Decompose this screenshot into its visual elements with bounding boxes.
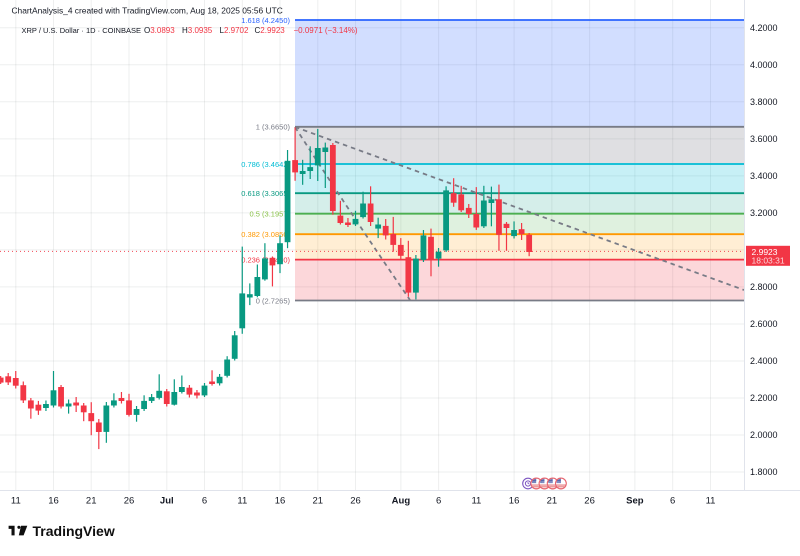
- svg-text:L2.9702: L2.9702: [220, 26, 249, 35]
- svg-text:3.4000: 3.4000: [750, 171, 778, 181]
- svg-text:XRP / U.S. Dollar · 1D · COINB: XRP / U.S. Dollar · 1D · COINBASE: [22, 26, 141, 35]
- svg-text:11: 11: [11, 496, 21, 507]
- svg-text:2.8000: 2.8000: [750, 282, 778, 292]
- svg-text:16: 16: [509, 496, 520, 507]
- svg-text:Aug: Aug: [392, 496, 411, 507]
- svg-text:18:03:31: 18:03:31: [752, 256, 785, 266]
- svg-text:4.0000: 4.0000: [750, 60, 778, 70]
- svg-text:H3.0935: H3.0935: [182, 26, 213, 35]
- svg-text:6: 6: [670, 496, 675, 507]
- svg-text:3.6000: 3.6000: [750, 134, 778, 144]
- svg-text:0 (2.7265): 0 (2.7265): [256, 296, 291, 305]
- svg-text:16: 16: [275, 496, 286, 507]
- svg-text:2.9923: 2.9923: [752, 247, 778, 257]
- svg-text:26: 26: [124, 496, 135, 507]
- svg-text:O3.0893: O3.0893: [144, 26, 175, 35]
- svg-text:0.382 (3.0850): 0.382 (3.0850): [241, 230, 290, 239]
- svg-text:1.618 (4.2450): 1.618 (4.2450): [241, 16, 290, 25]
- svg-text:21: 21: [547, 496, 558, 507]
- svg-text:26: 26: [350, 496, 361, 507]
- svg-text:3.8000: 3.8000: [750, 97, 778, 107]
- svg-text:11: 11: [706, 496, 716, 507]
- svg-text:6: 6: [202, 496, 207, 507]
- svg-text:2.6000: 2.6000: [750, 319, 778, 329]
- svg-text:21: 21: [313, 496, 324, 507]
- svg-text:3.2000: 3.2000: [750, 208, 778, 218]
- svg-text:2.2000: 2.2000: [750, 393, 778, 403]
- svg-text:C2.9923: C2.9923: [255, 26, 286, 35]
- svg-text:0.618 (3.3065): 0.618 (3.3065): [241, 189, 290, 198]
- svg-text:Sep: Sep: [626, 496, 644, 507]
- svg-text:−0.0971 (−3.14%): −0.0971 (−3.14%): [294, 26, 358, 35]
- svg-text:11: 11: [471, 496, 481, 507]
- svg-text:0.786 (3.4642): 0.786 (3.4642): [241, 160, 290, 169]
- svg-text:26: 26: [584, 496, 595, 507]
- svg-text:2.4000: 2.4000: [750, 356, 778, 366]
- svg-text:4.2000: 4.2000: [750, 23, 778, 33]
- svg-text:1 (3.6650): 1 (3.6650): [256, 123, 291, 132]
- svg-text:Jul: Jul: [160, 496, 174, 507]
- svg-text:TradingView: TradingView: [33, 523, 115, 539]
- svg-text:ChartAnalysis_4 created with T: ChartAnalysis_4 created with TradingView…: [12, 6, 283, 16]
- svg-text:0.5 (3.1957): 0.5 (3.1957): [250, 210, 291, 219]
- svg-text:11: 11: [237, 496, 247, 507]
- svg-text:16: 16: [48, 496, 59, 507]
- svg-text:6: 6: [436, 496, 441, 507]
- svg-text:2.0000: 2.0000: [750, 430, 778, 440]
- svg-text:21: 21: [86, 496, 97, 507]
- svg-text:1.8000: 1.8000: [750, 467, 778, 477]
